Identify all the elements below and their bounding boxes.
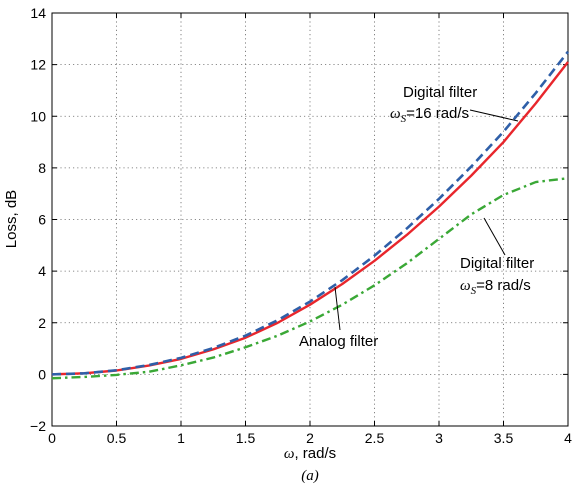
y-tick-label: 12 xyxy=(30,57,46,73)
x-tick-label: 2.5 xyxy=(365,430,385,446)
y-tick-label: 8 xyxy=(38,160,46,176)
y-tick-label: 0 xyxy=(38,366,46,382)
annotation-digital16-line2: ωS=16 rad/s xyxy=(390,105,469,125)
series-line-digital8 xyxy=(51,177,569,380)
x-tick-label: 3.5 xyxy=(494,430,514,446)
annotation-analog-pointer xyxy=(334,286,341,331)
y-tick-label: −2 xyxy=(30,418,46,434)
annotation-analog: Analog filter xyxy=(299,333,378,350)
x-tick-label: 3 xyxy=(435,430,443,446)
annotation-digital8-pointer xyxy=(483,217,506,256)
y-tick-label: 2 xyxy=(38,315,46,331)
x-tick-label: 1 xyxy=(177,430,185,446)
annotation-digital16-line1: Digital filter xyxy=(403,84,477,101)
y-tick-label: 6 xyxy=(38,212,46,228)
grid xyxy=(52,13,568,426)
y-axis-label: Loss, dB xyxy=(3,190,20,248)
figure-caption: (a) xyxy=(301,468,319,484)
y-tick-label: 10 xyxy=(30,108,46,124)
y-tick-labels: −2 0 2 4 6 8 10 12 14 xyxy=(30,5,46,434)
series-lines xyxy=(51,50,570,380)
x-tick-label: 1.5 xyxy=(236,430,256,446)
x-axis-label: ω, rad/s xyxy=(284,445,336,462)
x-tick-label: 4 xyxy=(564,430,572,446)
x-tick-label: 0.5 xyxy=(107,430,127,446)
annotation-digital8-line2: ωS=8 rad/s xyxy=(460,277,531,297)
series-line-digital16 xyxy=(51,50,570,376)
annotation-digital8-line1: Digital filter xyxy=(460,255,534,272)
y-tick-label: 14 xyxy=(30,5,46,21)
x-tick-labels: 0 0.5 1 1.5 2 2.5 3 3.5 4 xyxy=(48,430,572,446)
annotation-digital16-pointer xyxy=(469,109,519,122)
x-tick-label: 0 xyxy=(48,430,56,446)
y-tick-label: 4 xyxy=(38,263,46,279)
x-tick-label: 2 xyxy=(306,430,314,446)
series-line-analog xyxy=(51,61,569,376)
